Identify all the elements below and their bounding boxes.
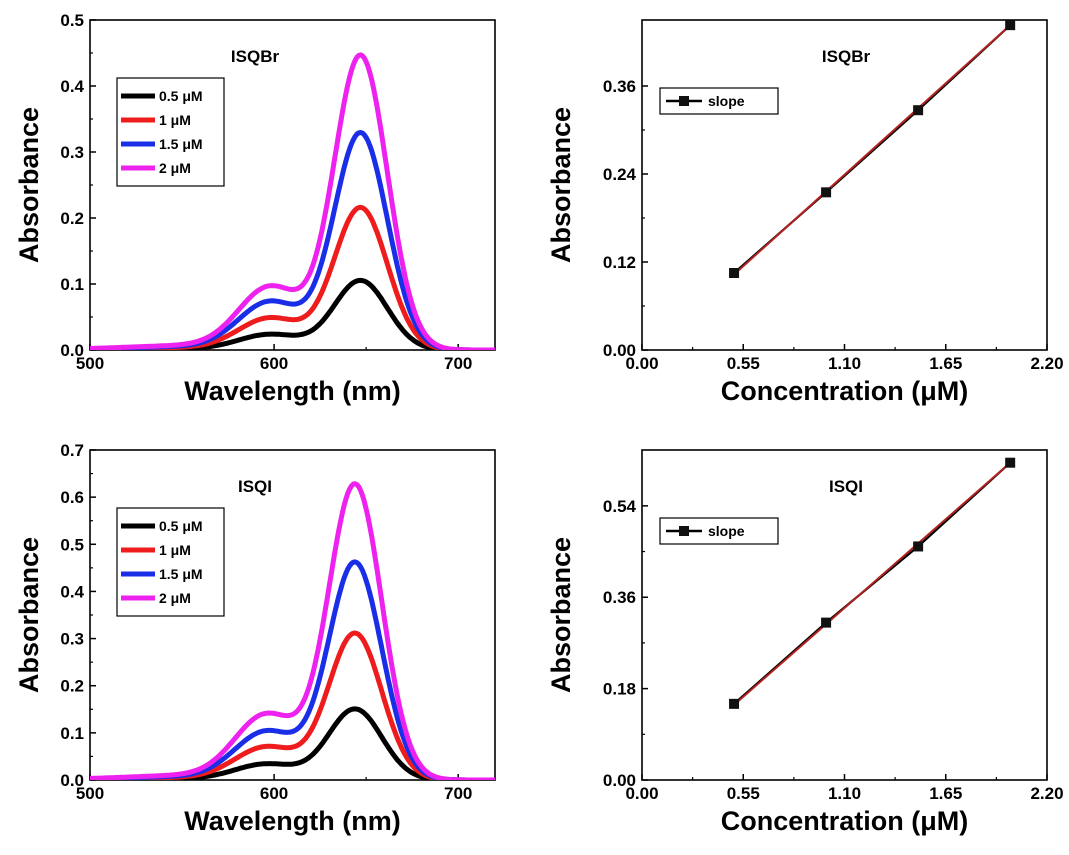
y-tick-label: 0.1: [60, 275, 84, 294]
x-tick-label: 700: [444, 354, 472, 373]
x-tick-label: 700: [444, 784, 472, 803]
y-tick-label: 0.00: [603, 341, 636, 360]
legend-swatch-marker: [679, 526, 689, 536]
x-tick-label: 1.10: [828, 784, 861, 803]
y-tick-label: 0.18: [603, 680, 636, 699]
data-point: [729, 268, 740, 278]
panel-isqbr-calibration: 0.00 0.12 0.24 0.36 0.00 0.55 1.10 1.65 2.20 Conc…: [535, 0, 1069, 435]
x-axis-title: Wavelength (nm): [184, 806, 401, 836]
panel-isqi-calibration: 0.00 0.18 0.36 0.54 0.00 0.55 1.10 1.65 2.20 Conc…: [535, 430, 1069, 855]
y-tick-label: 0.5: [60, 11, 84, 30]
x-tick-label: 0.55: [727, 354, 760, 373]
chart-title: ISQI: [829, 477, 863, 496]
fit-line: [733, 24, 1011, 276]
data-point: [821, 617, 832, 628]
x-tick-label: 0.00: [625, 784, 658, 803]
y-tick-label: 0.6: [60, 488, 84, 507]
chart-title: ISQI: [238, 477, 272, 496]
series-group: [90, 52, 495, 350]
x-tick-label: 1.65: [929, 354, 962, 373]
legend-label: 0.5 μM: [159, 518, 203, 534]
data-point: [821, 187, 832, 198]
chart-title: ISQBr: [822, 47, 871, 66]
fit-line: [733, 461, 1011, 706]
x-tick-label: 2.20: [1030, 784, 1063, 803]
x-tick-label: 500: [76, 354, 104, 373]
x-axis-title: Wavelength (nm): [184, 376, 401, 406]
data-point: [913, 541, 924, 552]
x-axis-title: Concentration (μM): [721, 806, 969, 836]
legend-label: slope: [708, 93, 745, 109]
y-tick-label: 0.3: [60, 630, 84, 649]
panel-isqi-spectra: 0.0 0.1 0.2 0.3 0.4 0.5 0.6 0.7 500 600 700 Wavelen…: [0, 430, 534, 855]
legend-swatch-marker: [679, 96, 689, 106]
isqbr-spectra-chart: 0.0 0.1 0.2 0.3 0.4 0.5 500 600 700 Wavelength (n…: [14, 11, 496, 406]
plot-frame: [641, 19, 1048, 351]
x-tick-label: 600: [260, 784, 288, 803]
x-tick-label: 1.10: [828, 354, 861, 373]
y-axis-title: Absorbance: [546, 107, 576, 263]
y-tick-label: 0.00: [603, 771, 636, 790]
legend-label: 2 μM: [159, 590, 191, 606]
data-point: [1005, 457, 1016, 468]
isqbr-calibration-chart: 0.00 0.12 0.24 0.36 0.00 0.55 1.10 1.65 2.20 Conc…: [546, 19, 1064, 406]
spectrum-line: [90, 630, 495, 780]
x-tick-label: 1.65: [929, 784, 962, 803]
legend-label: slope: [708, 523, 745, 539]
y-tick-label: 0.4: [60, 582, 84, 601]
legend-label: 1 μM: [159, 542, 191, 558]
x-tick-label: 0.55: [727, 784, 760, 803]
x-tick-label: 2.20: [1030, 354, 1063, 373]
data-point: [1005, 20, 1016, 31]
chart-title: ISQBr: [231, 47, 280, 66]
panel-isqbr-spectra: 0.0 0.1 0.2 0.3 0.4 0.5 500 600 700 Wavelength (n…: [0, 0, 534, 435]
y-tick-label: 0.5: [60, 535, 84, 554]
legend-label: 1 μM: [159, 112, 191, 128]
y-axis-title: Absorbance: [14, 537, 44, 693]
y-tick-label: 0.3: [60, 143, 84, 162]
x-tick-label: 500: [76, 784, 104, 803]
legend-label: 2 μM: [159, 160, 191, 176]
data-point: [913, 105, 924, 116]
spectrum-line: [90, 706, 495, 780]
x-tick-label: 600: [260, 354, 288, 373]
spectrum-line: [90, 52, 495, 350]
y-tick-label: 0.0: [60, 771, 84, 790]
y-tick-label: 0.12: [603, 253, 636, 272]
y-tick-label: 0.7: [60, 441, 84, 460]
y-tick-label: 0.2: [60, 677, 84, 696]
legend-label: 1.5 μM: [159, 136, 203, 152]
spectrum-line: [90, 204, 495, 350]
y-tick-label: 0.36: [603, 588, 636, 607]
legend-label: 0.5 μM: [159, 88, 203, 104]
x-tick-label: 0.00: [625, 354, 658, 373]
y-axis-title: Absorbance: [546, 537, 576, 693]
legend-label: 1.5 μM: [159, 566, 203, 582]
y-tick-label: 0.1: [60, 724, 84, 743]
y-axis-title: Absorbance: [14, 107, 44, 263]
series-group: [90, 481, 495, 780]
isqi-spectra-chart: 0.0 0.1 0.2 0.3 0.4 0.5 0.6 0.7 500 600 700 Wavelen…: [14, 441, 496, 836]
x-axis-title: Concentration (μM): [721, 376, 969, 406]
y-tick-label: 0.36: [603, 77, 636, 96]
y-tick-label: 0.24: [603, 165, 637, 184]
y-tick-label: 0.54: [603, 497, 637, 516]
spectrum-line: [90, 481, 495, 780]
isqi-calibration-chart: 0.00 0.18 0.36 0.54 0.00 0.55 1.10 1.65 2.20 Conc…: [546, 449, 1064, 836]
plot-frame: [641, 449, 1048, 781]
y-tick-label: 0.2: [60, 209, 84, 228]
data-point: [729, 698, 740, 709]
y-tick-label: 0.4: [60, 77, 84, 96]
y-tick-label: 0.0: [60, 341, 84, 360]
